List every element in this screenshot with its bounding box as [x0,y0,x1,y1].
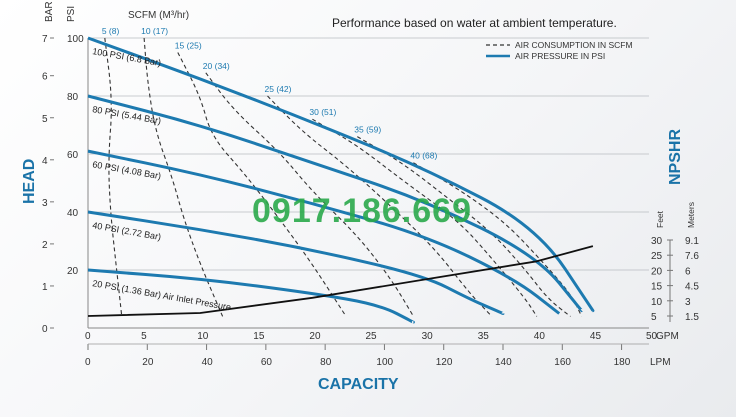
npshr-feet-tick: 15 [651,282,663,293]
x-axis-title: CAPACITY [318,376,399,393]
npshr-meters-tick: 6 [685,266,691,277]
psi-tick-label: 60 [67,150,79,161]
pressure-curve-label: 60 PSI (4.08 Bar) [92,159,162,181]
air-consumption-curve [413,162,583,317]
legend-entry-air-pressure: AIR PRESSURE IN PSI [515,51,605,61]
npshr-feet-tick: 30 [651,236,663,247]
gpm-tick-label: 30 [422,331,434,342]
bar-tick-label: 4 [42,156,48,167]
y-psi-unit: PSI [66,6,77,22]
lpm-tick-label: 180 [614,357,631,368]
lpm-tick-label: 0 [85,357,91,368]
lpm-tick-label: 120 [436,357,453,368]
lpm-tick-label: 100 [376,357,393,368]
pressure-curve [87,268,415,324]
scfm-curve-label: 10 (17) [141,26,168,36]
bar-tick-label: 2 [42,240,48,251]
lpm-tick-label: 20 [142,357,154,368]
scfm-curve-label: 15 (25) [175,41,202,51]
pressure-curve [87,36,595,313]
air-consumption-curve [143,37,224,317]
npshr-meters-tick: 3 [685,297,691,308]
gpm-tick-label: 35 [478,331,490,342]
pressure-curve-label: 100 PSI (6.8 Bar) [92,46,162,68]
npshr-feet-tick: 25 [651,251,663,262]
bar-tick-label: 3 [42,198,48,209]
psi-tick-label: 80 [67,92,79,103]
legend-entry-air-consumption: AIR CONSUMPTION IN SCFM [515,40,633,50]
gpm-tick-label: 25 [366,331,378,342]
y-axis-title: HEAD [21,159,38,204]
npshr-meters-label: Meters [686,202,696,228]
scfm-curve-label: 35 (59) [354,125,381,135]
lpm-tick-label: 160 [554,357,571,368]
npshr-meters-tick: 9.1 [685,236,699,247]
bar-tick-label: 1 [42,282,48,293]
legend: AIR CONSUMPTION IN SCFM AIR PRESSURE IN … [486,40,633,61]
pressure-curve [87,94,584,313]
gpm-tick-label: 50 [646,331,658,342]
chart-title: Performance based on water at ambient te… [332,16,617,30]
pressure-curve-label: 40 PSI (2.72 Bar) [92,220,162,242]
psi-tick-label: 20 [67,266,79,277]
lpm-tick-label: 40 [202,357,214,368]
lpm-unit: LPM [650,357,671,368]
pressure-curve-label: 20 PSI (1.36 Bar) Air Inlet Pressure [92,278,232,312]
npshr-title: NPSHR [667,129,684,185]
gpm-tick-label: 0 [85,331,91,342]
scfm-curve-label: 5 (8) [102,26,120,36]
npshr-meters-tick: 7.6 [685,251,699,262]
air-consumption-curve [177,52,347,317]
npshr-meters-tick: 4.5 [685,282,699,293]
gpm-tick-label: 45 [590,331,602,342]
bar-tick-label: 7 [42,34,48,45]
npshr-feet-tick: 10 [651,297,663,308]
npshr-meters-tick: 1.5 [685,312,699,323]
scfm-curve-label: 20 (34) [203,61,230,71]
gpm-tick-label: 20 [309,331,321,342]
pressure-curve [87,210,505,316]
pressure-curve [87,149,561,315]
bar-tick-label: 5 [42,114,48,125]
air-consumption-curves [104,37,583,317]
scfm-curve-label: 40 (68) [410,151,437,161]
gpm-unit: GPM [656,331,679,342]
lpm-tick-label: 140 [495,357,512,368]
npshr-curve [87,245,594,317]
y-bar-unit: BAR [44,1,55,22]
gpm-tick-label: 10 [197,331,209,342]
watermark-phone: 0917.186.669 [252,192,472,230]
scfm-axis-label: SCFM (M³/hr) [128,10,189,21]
bar-tick-label: 0 [42,324,48,335]
npshr-line [87,245,594,317]
scfm-curve-label: 30 (51) [309,107,336,117]
psi-tick-label: 40 [67,208,79,219]
lpm-tick-label: 80 [320,357,332,368]
gpm-tick-label: 5 [141,331,147,342]
npshr-feet-tick: 5 [651,312,657,323]
gpm-tick-label: 40 [534,331,546,342]
lpm-tick-label: 60 [261,357,273,368]
pressure-curves [87,36,595,324]
bar-tick-label: 6 [42,72,48,83]
npshr-feet-label: Feet [655,210,665,228]
npshr-feet-tick: 20 [651,266,663,277]
gpm-tick-label: 15 [253,331,265,342]
psi-tick-label: 100 [67,34,84,45]
air-consumption-curve [104,37,123,317]
air-consumption-curve [205,72,414,317]
scfm-curve-label: 25 (42) [265,84,292,94]
